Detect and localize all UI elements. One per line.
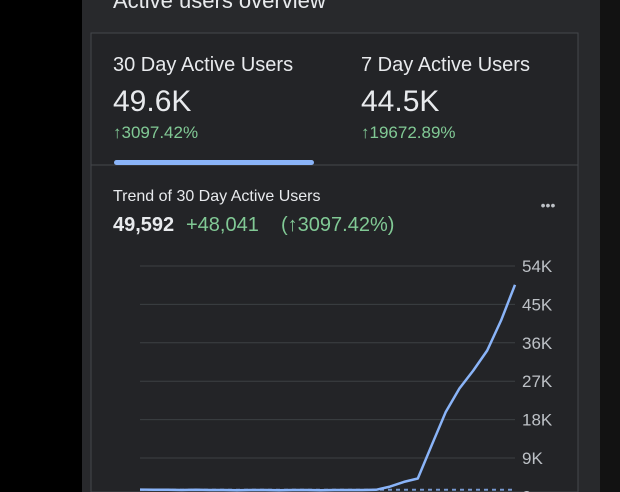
tab[interactable]: 30 Day Active Users 49.6K ↑3097.42% [113,54,314,165]
tab-change: ↑19672.89% [361,123,456,142]
card-title: Active users overview [113,0,326,13]
tab-change: ↑3097.42% [113,123,198,142]
summary-value: 49,592 [113,214,174,236]
y-tick-label: 36K [522,334,553,353]
trend-line [139,284,517,492]
tab-indicator [114,160,314,165]
y-tick-label: 54K [522,257,553,276]
panel [90,32,579,492]
scroll-area [600,0,620,492]
y-tick-label: 27K [522,372,553,391]
tab-label: 30 Day Active Users [113,54,293,76]
menu-button[interactable]: ••• [541,197,556,213]
tab-value: 49.6K [113,85,191,118]
tab-value: 44.5K [361,85,439,118]
y-tick-label: 18K [522,411,553,430]
y-tick-label: 9K [522,449,543,468]
summary-change: (↑3097.42%) [281,214,394,236]
y-tick-label: 45K [522,295,553,314]
tab-label: 7 Day Active Users [361,54,530,76]
plot: 0 9K 18K 27K 36K 45K 54K [139,257,553,492]
y-tick-label: 0 [522,487,531,492]
tab[interactable]: 7 Day Active Users 44.5K ↑19672.89% [361,54,530,142]
summary-delta: +48,041 [186,214,259,236]
chart-title: Trend of 30 Day Active Users [113,188,321,205]
